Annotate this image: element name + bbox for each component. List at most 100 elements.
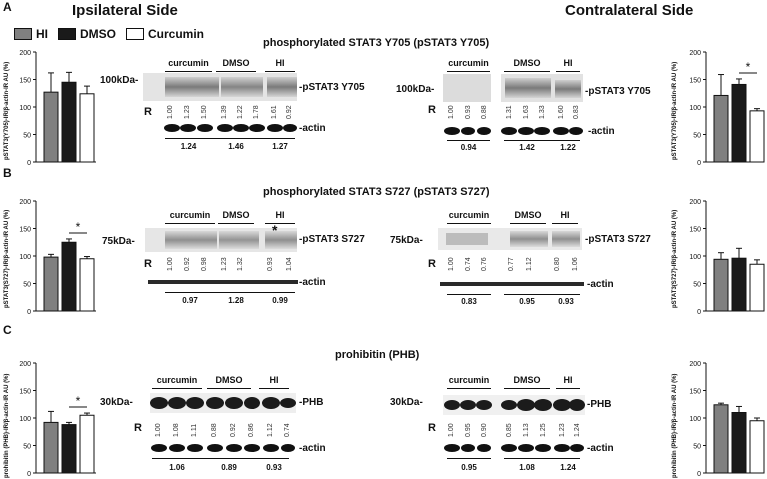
r-value: 0.88 (481, 105, 488, 119)
r-value: 0.86 (248, 423, 255, 437)
panel-letter-c: C (3, 323, 12, 337)
r-value: 1.24 (574, 423, 581, 437)
r-label: R (144, 106, 152, 118)
bar-hi (43, 421, 59, 474)
bar-curcumin (79, 414, 95, 474)
bar-hi (713, 404, 729, 474)
kda-marker: 75kDa- (390, 235, 423, 246)
actin-blot-c-ipsi (151, 444, 295, 452)
group-label-curcumin: curcumin (169, 210, 211, 220)
panel-title-a: phosphorylated STAT3 Y705 (pSTAT3 Y705) (263, 37, 490, 49)
y-tick-label: 200 (689, 50, 701, 57)
bar-chart-c-contralateral: 0 50 100 150 200 (689, 361, 765, 477)
r-value: 0.98 (201, 257, 208, 271)
significance-star: * (746, 60, 751, 74)
group-label-dmso: DMSO (222, 58, 250, 68)
ratio-a-contra-curcumin: 0.94 (460, 143, 477, 152)
legend-label-hi: HI (36, 27, 48, 41)
r-value: 0.92 (286, 105, 293, 119)
group-label-hi: HI (275, 210, 285, 220)
ratio-a-contra-dmso: 1.42 (519, 143, 535, 152)
actin-label-b-contra: -actin (587, 279, 614, 290)
bar-hi (43, 91, 59, 163)
bar-chart-c-ipsilateral: 0 50 100 150 200 * (19, 361, 96, 477)
r-label: R (144, 258, 152, 270)
y-tick-label: 100 (19, 254, 31, 261)
bar-chart-b-ipsilateral: 0 50 100 150 200 * (19, 199, 96, 315)
ratio-c-ipsi-curcumin: 1.06 (169, 463, 185, 472)
y-tick-label: 0 (697, 160, 701, 166)
r-value: 1.78 (253, 105, 260, 119)
kda-marker: 100kDa- (396, 84, 435, 95)
actin-label-a-ipsi: -actin (299, 123, 326, 134)
bar-dmso (731, 83, 747, 163)
r-value: 1.63 (523, 105, 530, 119)
bar-dmso (731, 412, 747, 474)
protein-label-a-ipsi: -pSTAT3 Y705 (299, 82, 365, 93)
y-tick-label: 150 (689, 227, 701, 234)
r-value: 0.90 (481, 423, 488, 437)
y-tick-label: 100 (689, 416, 701, 423)
r-value: 1.00 (448, 105, 455, 119)
ylabel-c-contra: prohibitin (PHB)-IR/β-actin-IR AU (%) (672, 373, 678, 478)
bar-dmso (61, 81, 77, 163)
r-value: 1.31 (506, 105, 513, 119)
group-label-dmso: DMSO (514, 210, 542, 220)
group-label-dmso: DMSO (215, 375, 243, 385)
bar-curcumin (749, 420, 765, 474)
contralateral-side-title: Contralateral Side (565, 2, 694, 19)
r-label: R (428, 422, 436, 434)
r-value: 0.74 (284, 423, 291, 437)
group-label-hi: HI (563, 375, 573, 385)
y-tick-label: 100 (19, 416, 31, 423)
western-blot-pstat3y705-ipsi (143, 73, 297, 101)
y-tick-label: 100 (689, 105, 701, 112)
r-value: 0.76 (481, 257, 488, 271)
y-tick-label: 0 (697, 471, 701, 477)
y-tick-label: 0 (27, 309, 31, 315)
r-value: 1.33 (539, 105, 546, 119)
y-tick-label: 50 (693, 444, 701, 451)
kda-marker: 100kDa- (100, 75, 139, 86)
bar-curcumin (79, 258, 95, 312)
group-label-dmso: DMSO (513, 375, 541, 385)
ylabel-b-ipsi: pSTAT3(S727)-IR/β-actin-IR AU (%) (4, 209, 10, 308)
kda-marker: 75kDa- (102, 236, 135, 247)
r-value: 1.60 (558, 105, 565, 119)
protein-label-c-contra: -PHB (587, 399, 612, 410)
r-value: 0.83 (573, 105, 580, 119)
ylabel-a-contra: pSTAT3(Y705)-IR/β-actin-IR AU (%) (672, 61, 678, 160)
y-tick-label: 200 (689, 199, 701, 206)
legend-label-curcumin: Curcumin (148, 27, 205, 41)
protein-label-a-contra: -pSTAT3 Y705 (585, 86, 651, 97)
ylabel-a-ipsi: pSTAT3(Y705)-IR/β-actin-IR AU (%) (4, 61, 10, 160)
actin-blot-b-ipsi (148, 280, 298, 284)
r-value: 1.23 (184, 105, 191, 119)
ratio-a-ipsi-curcumin: 1.24 (180, 142, 197, 151)
group-label-curcumin: curcumin (448, 375, 490, 385)
y-tick-label: 200 (19, 50, 31, 57)
significance-star: * (76, 220, 81, 234)
ylabel-c-ipsi: prohibitin (PHB)-IR/β-actin-IR AU (%) (4, 373, 10, 478)
r-value: 1.12 (526, 257, 533, 271)
r-value: 0.92 (184, 257, 191, 271)
y-tick-label: 50 (693, 133, 701, 140)
r-value: 0.77 (508, 257, 515, 271)
group-label-hi: HI (269, 375, 279, 385)
r-value: 1.13 (523, 423, 530, 437)
r-value: 0.93 (465, 105, 472, 119)
r-value: 1.23 (559, 423, 566, 437)
group-label-dmso: DMSO (513, 58, 541, 68)
ylabel-b-contra: pSTAT3(S727)-IR/β-actin-IR AU (%) (672, 209, 678, 308)
r-value: 1.61 (271, 105, 278, 119)
ipsilateral-side-title: Ipsilateral Side (72, 2, 178, 19)
ratio-c-contra-hi: 1.24 (560, 463, 576, 472)
ratio-b-contra-hi: 0.93 (558, 297, 574, 306)
y-tick-label: 150 (19, 227, 31, 234)
actin-label-c-ipsi: -actin (299, 443, 326, 454)
protein-label-b-ipsi: -pSTAT3 S727 (299, 234, 365, 245)
western-blot-pstat3s727-contra (438, 228, 582, 250)
actin-label-a-contra: -actin (588, 126, 615, 137)
panel-title-c: prohibitin (PHB) (335, 349, 420, 361)
bar-chart-b-contralateral: 0 50 100 150 200 (689, 199, 765, 315)
